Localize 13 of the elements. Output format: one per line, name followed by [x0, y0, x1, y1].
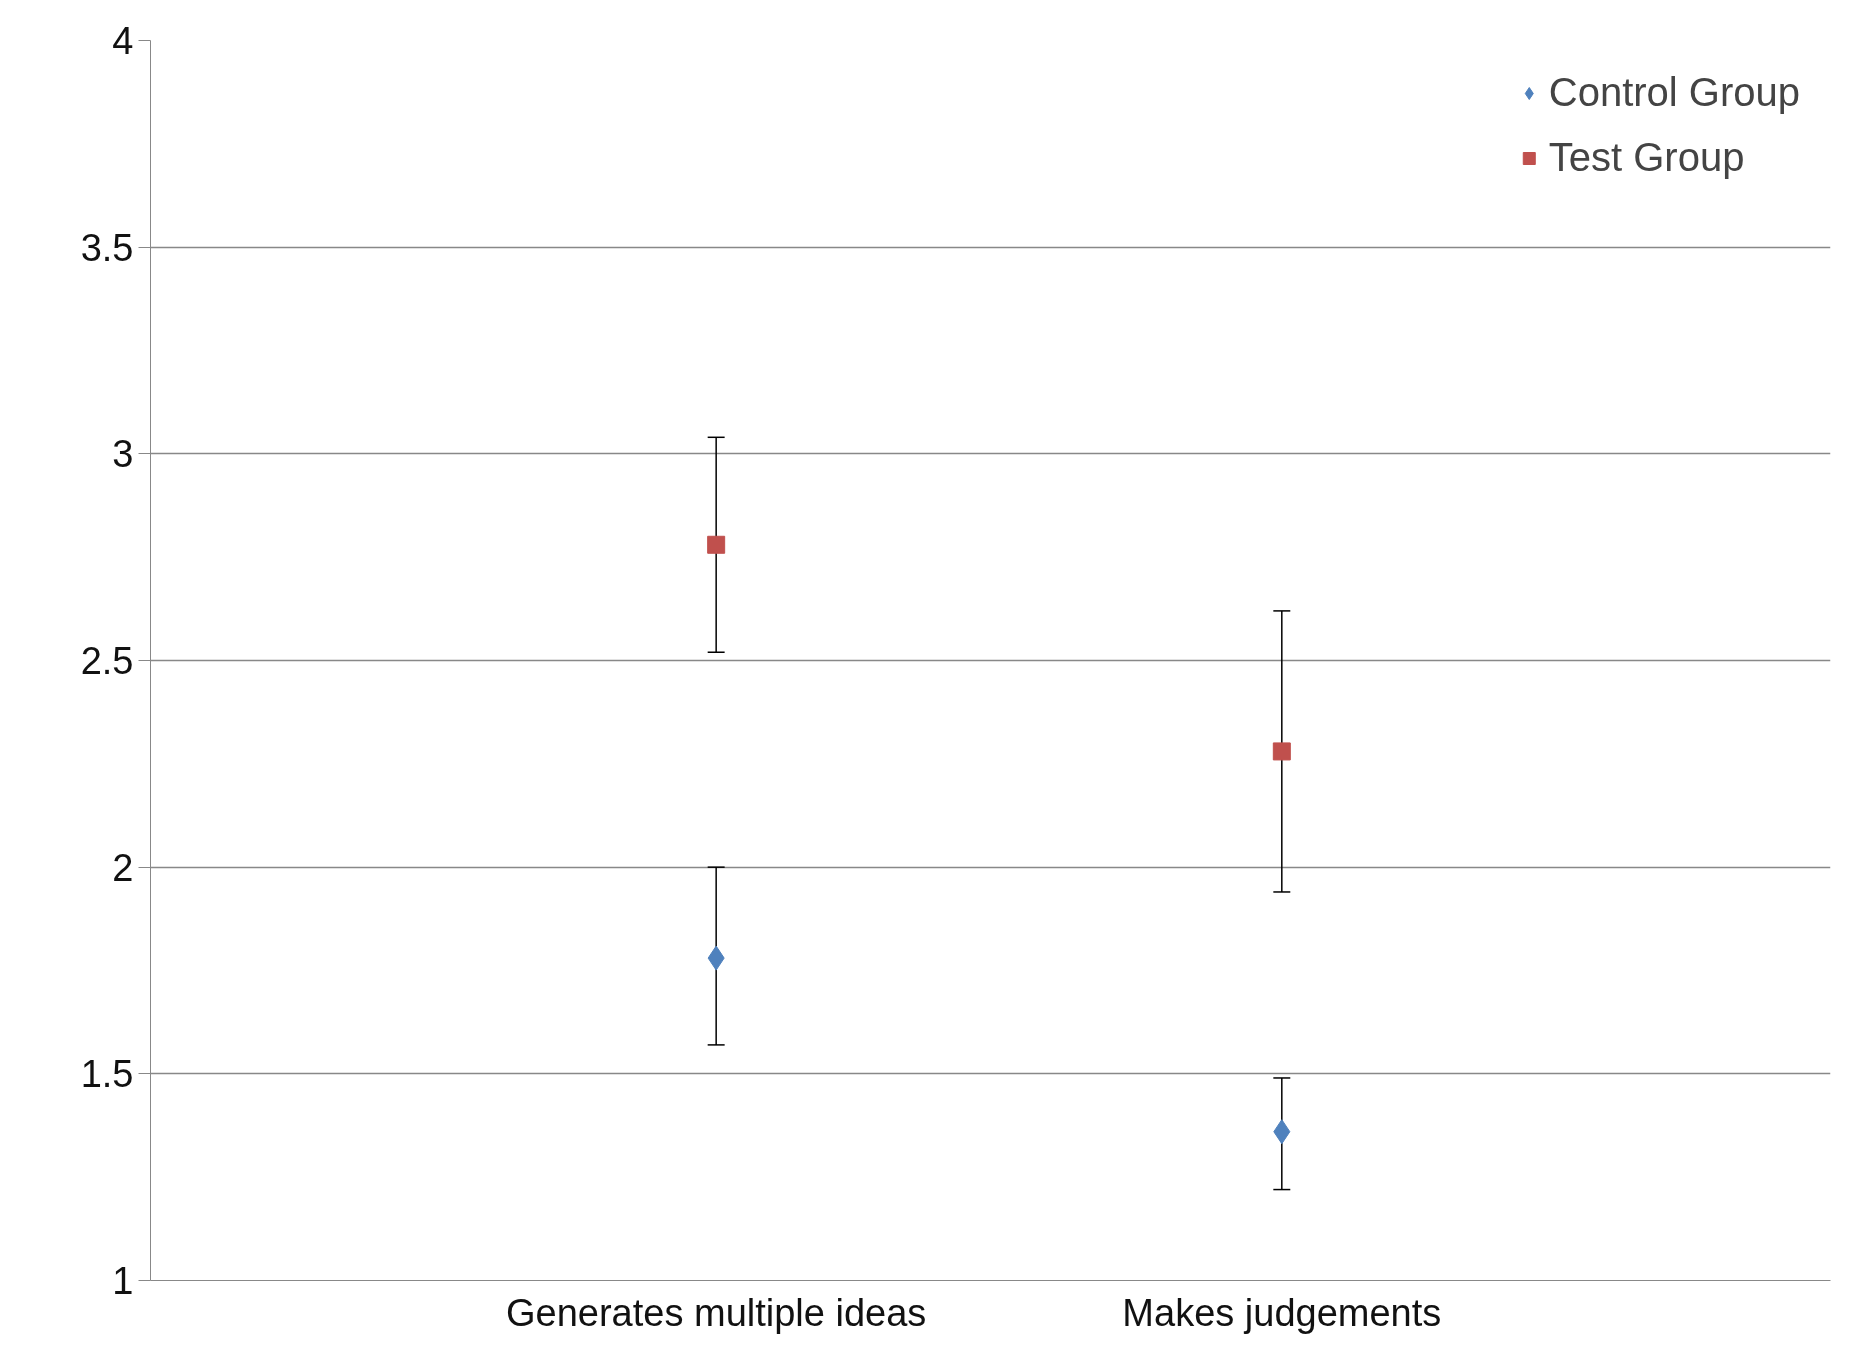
- point: [1272, 742, 1291, 761]
- y-tick-label: 3: [112, 433, 134, 476]
- x-tick-label: Generates multiple ideas: [505, 1291, 927, 1334]
- y-tick-label: 2.5: [80, 640, 134, 682]
- y-tick-label: 4: [112, 20, 134, 62]
- point: [707, 535, 726, 554]
- y-tick-label: 3.5: [80, 226, 134, 269]
- legend-label: Test Group: [1548, 135, 1745, 180]
- y-tick-label: 1: [112, 1260, 134, 1302]
- y-tick-label: 1.5: [80, 1053, 134, 1096]
- y-tick-label: 2: [112, 846, 134, 889]
- legend-label: Control Group: [1548, 70, 1800, 115]
- x-tick-label: Makes judgements: [1122, 1291, 1442, 1334]
